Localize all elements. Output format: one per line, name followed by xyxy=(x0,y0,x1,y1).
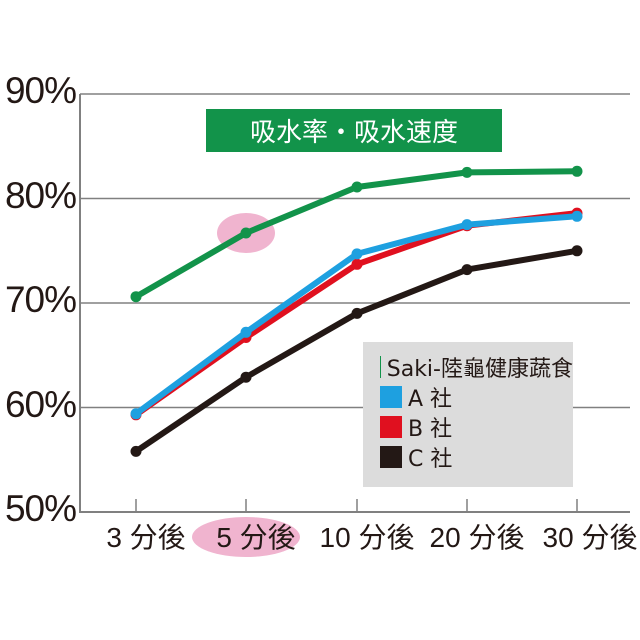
legend-label: B 社 xyxy=(408,417,453,442)
data-point xyxy=(461,166,473,178)
legend-item: C 社 xyxy=(380,442,573,472)
legend-label: C 社 xyxy=(408,447,453,472)
series-1 xyxy=(130,210,583,420)
y-tick-label: 90% xyxy=(4,70,77,111)
data-point xyxy=(571,165,583,177)
data-point xyxy=(240,326,252,338)
series-3 xyxy=(130,245,583,457)
data-point xyxy=(461,219,473,231)
data-point xyxy=(571,245,583,257)
highlight-label-ellipse xyxy=(192,517,300,557)
y-tick-label: 80% xyxy=(4,174,77,216)
legend-label: Saki-陸龜健康蔬食 xyxy=(386,357,573,382)
data-point xyxy=(130,408,142,420)
data-point xyxy=(351,248,363,260)
data-point xyxy=(351,258,363,270)
y-tick-label: 70% xyxy=(4,279,77,320)
legend-label: A 社 xyxy=(408,387,453,412)
x-tick-label: 5 分後 xyxy=(216,522,296,553)
legend-item: B 社 xyxy=(380,412,573,442)
x-tick-label: 20 分後 xyxy=(429,522,525,553)
data-point xyxy=(130,445,142,457)
data-point xyxy=(351,307,363,319)
data-point xyxy=(461,264,473,276)
x-tick-label: 30 分後 xyxy=(542,522,638,553)
x-tick-marks xyxy=(135,499,578,512)
series-0 xyxy=(130,165,583,303)
y-tick-label: 60% xyxy=(4,383,77,425)
legend-swatch-icon xyxy=(380,386,402,408)
data-series xyxy=(130,165,583,457)
legend-item: Saki-陸龜健康蔬食 xyxy=(380,352,573,382)
data-point xyxy=(571,210,583,222)
x-tick-label: 3 分後 xyxy=(106,522,186,553)
data-point xyxy=(351,181,363,193)
chart-title: 吸水率・吸水速度 xyxy=(206,109,502,152)
legend-swatch-icon xyxy=(380,416,402,438)
legend-swatch-icon xyxy=(380,356,381,378)
data-point xyxy=(240,371,252,383)
data-point xyxy=(240,227,252,239)
x-tick-label: 10 分後 xyxy=(319,522,415,553)
data-point xyxy=(130,291,142,303)
legend: Saki-陸龜健康蔬食 A 社 B 社 C 社 xyxy=(363,342,573,487)
legend-item: A 社 xyxy=(380,382,573,412)
y-tick-label: 50% xyxy=(4,488,77,529)
legend-swatch-icon xyxy=(380,446,402,468)
